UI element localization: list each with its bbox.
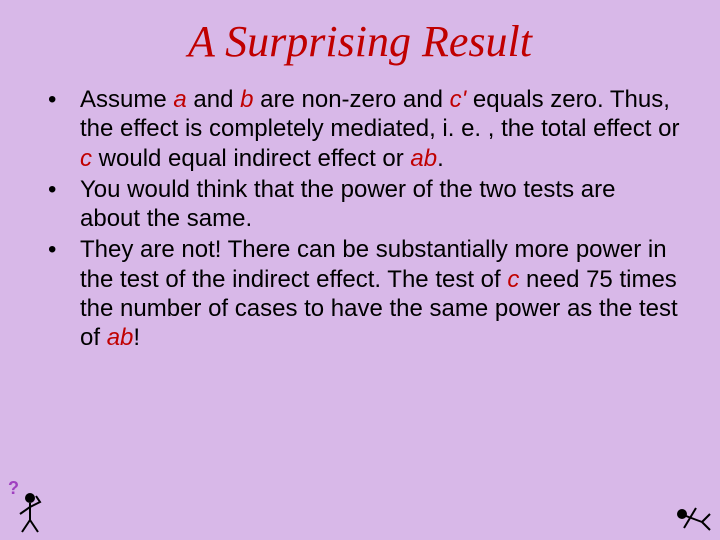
body-text: ! <box>133 324 140 351</box>
slide-title: A Surprising Result <box>30 16 690 67</box>
body-text: Assume <box>80 86 173 113</box>
body-text: are non-zero and <box>253 86 449 113</box>
bullet-item: Assume a and b are non-zero and c' equal… <box>48 85 680 173</box>
emphasis-text: c <box>80 145 92 172</box>
bullet-item: They are not! There can be substantially… <box>48 235 680 352</box>
falling-figure-icon <box>664 490 714 534</box>
emphasis-text: b <box>240 86 253 113</box>
body-text: would equal indirect effect or <box>92 145 410 172</box>
emphasis-text: a <box>173 86 186 113</box>
body-text: and <box>187 86 240 113</box>
slide: A Surprising Result Assume a and b are n… <box>0 0 720 540</box>
thinking-figure-icon: ? <box>2 480 52 534</box>
emphasis-text: ab <box>107 324 134 351</box>
bullet-list: Assume a and b are non-zero and c' equal… <box>30 85 690 352</box>
emphasis-text: c' <box>450 86 467 113</box>
body-text: . <box>437 145 444 172</box>
emphasis-text: c <box>507 266 519 293</box>
emphasis-text: ab <box>410 145 437 172</box>
bullet-item: You would think that the power of the tw… <box>48 175 680 234</box>
body-text: You would think that the power of the tw… <box>80 176 615 232</box>
question-mark-icon: ? <box>8 480 19 498</box>
